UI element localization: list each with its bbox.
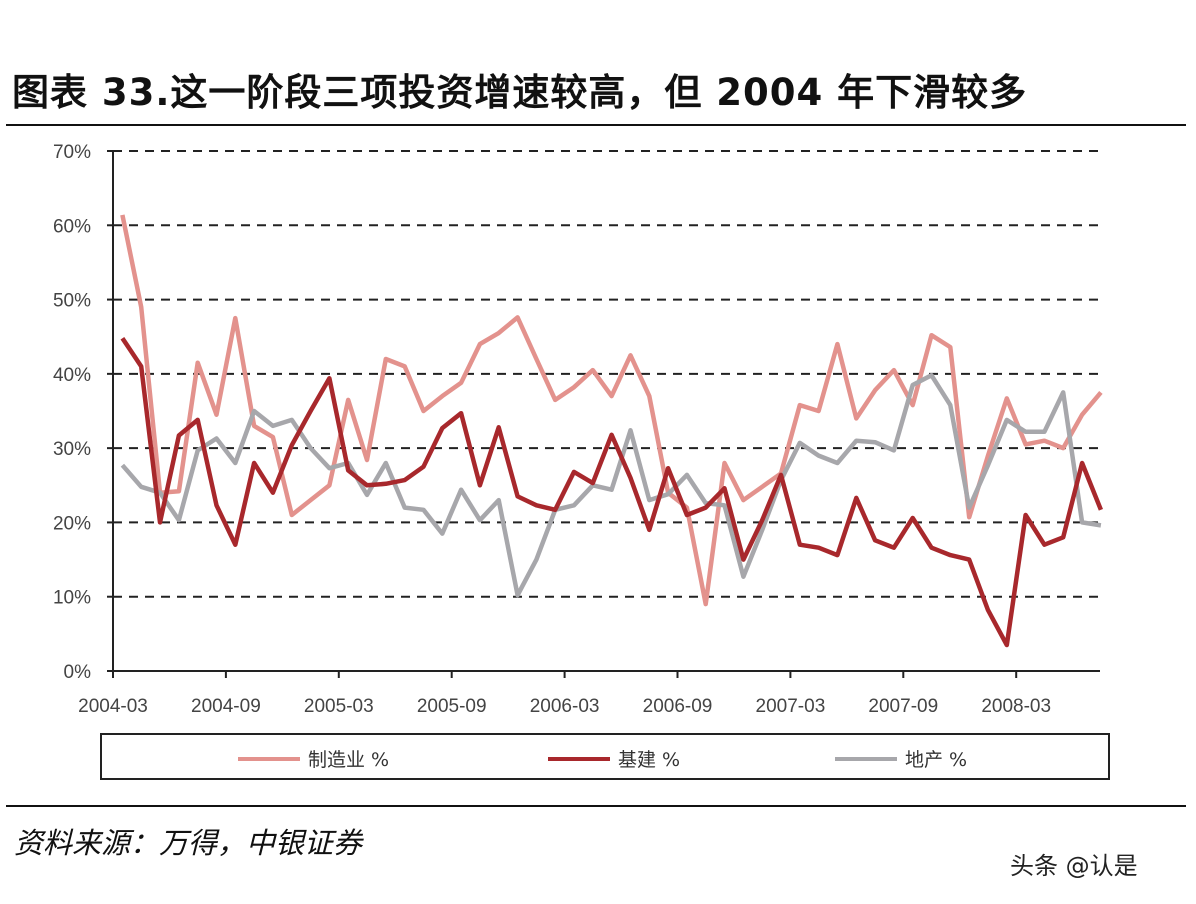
y-tick-label: 10% — [53, 588, 91, 609]
series-line-0 — [120, 214, 1103, 607]
legend-swatch — [835, 756, 897, 761]
legend-label: 地产 % — [905, 749, 968, 771]
line-chart: 0% 10% 20% 30% 40% 50% 60% 70% 2004-03 2004-09 200… — [53, 142, 1103, 717]
x-tick-label: 2007-03 — [756, 696, 826, 717]
y-tick-label: 0% — [64, 662, 92, 683]
legend-item-real-estate: 地产 % — [835, 745, 967, 772]
legend-swatch — [548, 756, 610, 761]
series-line-1 — [120, 336, 1103, 648]
y-tick-label: 30% — [53, 439, 91, 460]
legend-item-manufacturing: 制造业 % — [238, 745, 389, 772]
series-line-2 — [120, 373, 1102, 598]
legend-label: 制造业 % — [308, 749, 390, 771]
y-tick-label: 40% — [53, 365, 91, 386]
y-tick-label: 20% — [53, 513, 91, 534]
legend-item-infrastructure: 基建 % — [548, 745, 680, 772]
legend: 制造业 % 基建 % 地产 % — [100, 733, 1110, 780]
y-tick-label: 60% — [53, 216, 91, 237]
legend-label: 基建 % — [618, 749, 681, 771]
x-tick-label: 2005-09 — [417, 696, 487, 717]
y-tick-label: 70% — [53, 142, 91, 163]
x-tick-label: 2004-03 — [78, 696, 148, 717]
x-tick-label: 2005-03 — [304, 696, 374, 717]
x-tick-label: 2006-09 — [643, 696, 713, 717]
x-tick-label: 2004-09 — [191, 696, 261, 717]
x-tick-label: 2007-09 — [868, 696, 938, 717]
x-tick-label: 2006-03 — [530, 696, 600, 717]
y-tick-label: 50% — [53, 291, 91, 312]
watermark: 头条 @认是 — [1010, 852, 1138, 880]
title-rule — [6, 124, 1186, 126]
source-note: 资料来源：万得，中银证券 — [14, 826, 363, 860]
figure-title: 图表 33.这一阶段三项投资增速较高，但 2004 年下滑较多 — [12, 71, 1028, 114]
footer-rule — [6, 805, 1186, 807]
x-tick-label: 2008-03 — [981, 696, 1051, 717]
legend-swatch — [238, 756, 300, 761]
